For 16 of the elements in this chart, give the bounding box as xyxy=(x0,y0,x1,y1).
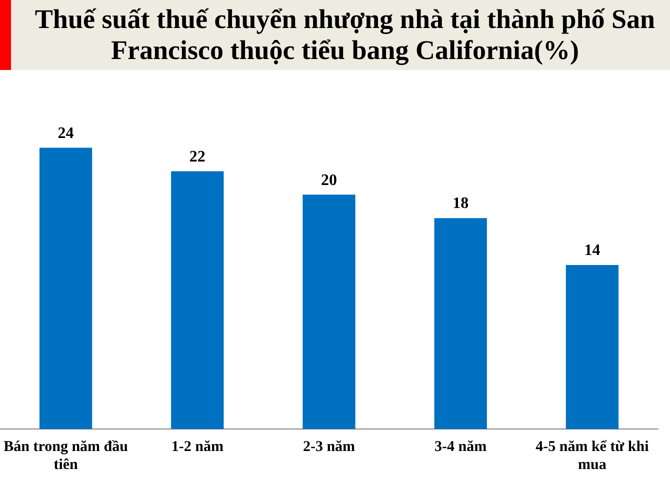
x-tick-label: 1-2 năm xyxy=(171,438,224,455)
x-tick-label: 4-5 năm kể từ khi mua xyxy=(536,438,649,473)
x-tick-label: 3-4 năm xyxy=(434,438,488,455)
data-label: 14 xyxy=(584,242,600,260)
bar xyxy=(171,171,224,429)
bar xyxy=(434,218,487,429)
chart-title: Thuế suất thuế chuyển nhượng nhà tại thành phố San Francisco thuộc tiểu bang California(%) xyxy=(34,4,656,66)
bar xyxy=(566,264,619,429)
bar xyxy=(39,148,92,429)
x-tick-label: 2-3 năm xyxy=(302,438,356,455)
bar xyxy=(302,194,356,429)
data-label: 20 xyxy=(321,172,337,189)
x-tick-label: Bán trong năm đầu tiên xyxy=(4,438,128,473)
data-label: 18 xyxy=(452,195,469,212)
data-label: 24 xyxy=(58,124,74,142)
data-label: 22 xyxy=(189,148,206,166)
